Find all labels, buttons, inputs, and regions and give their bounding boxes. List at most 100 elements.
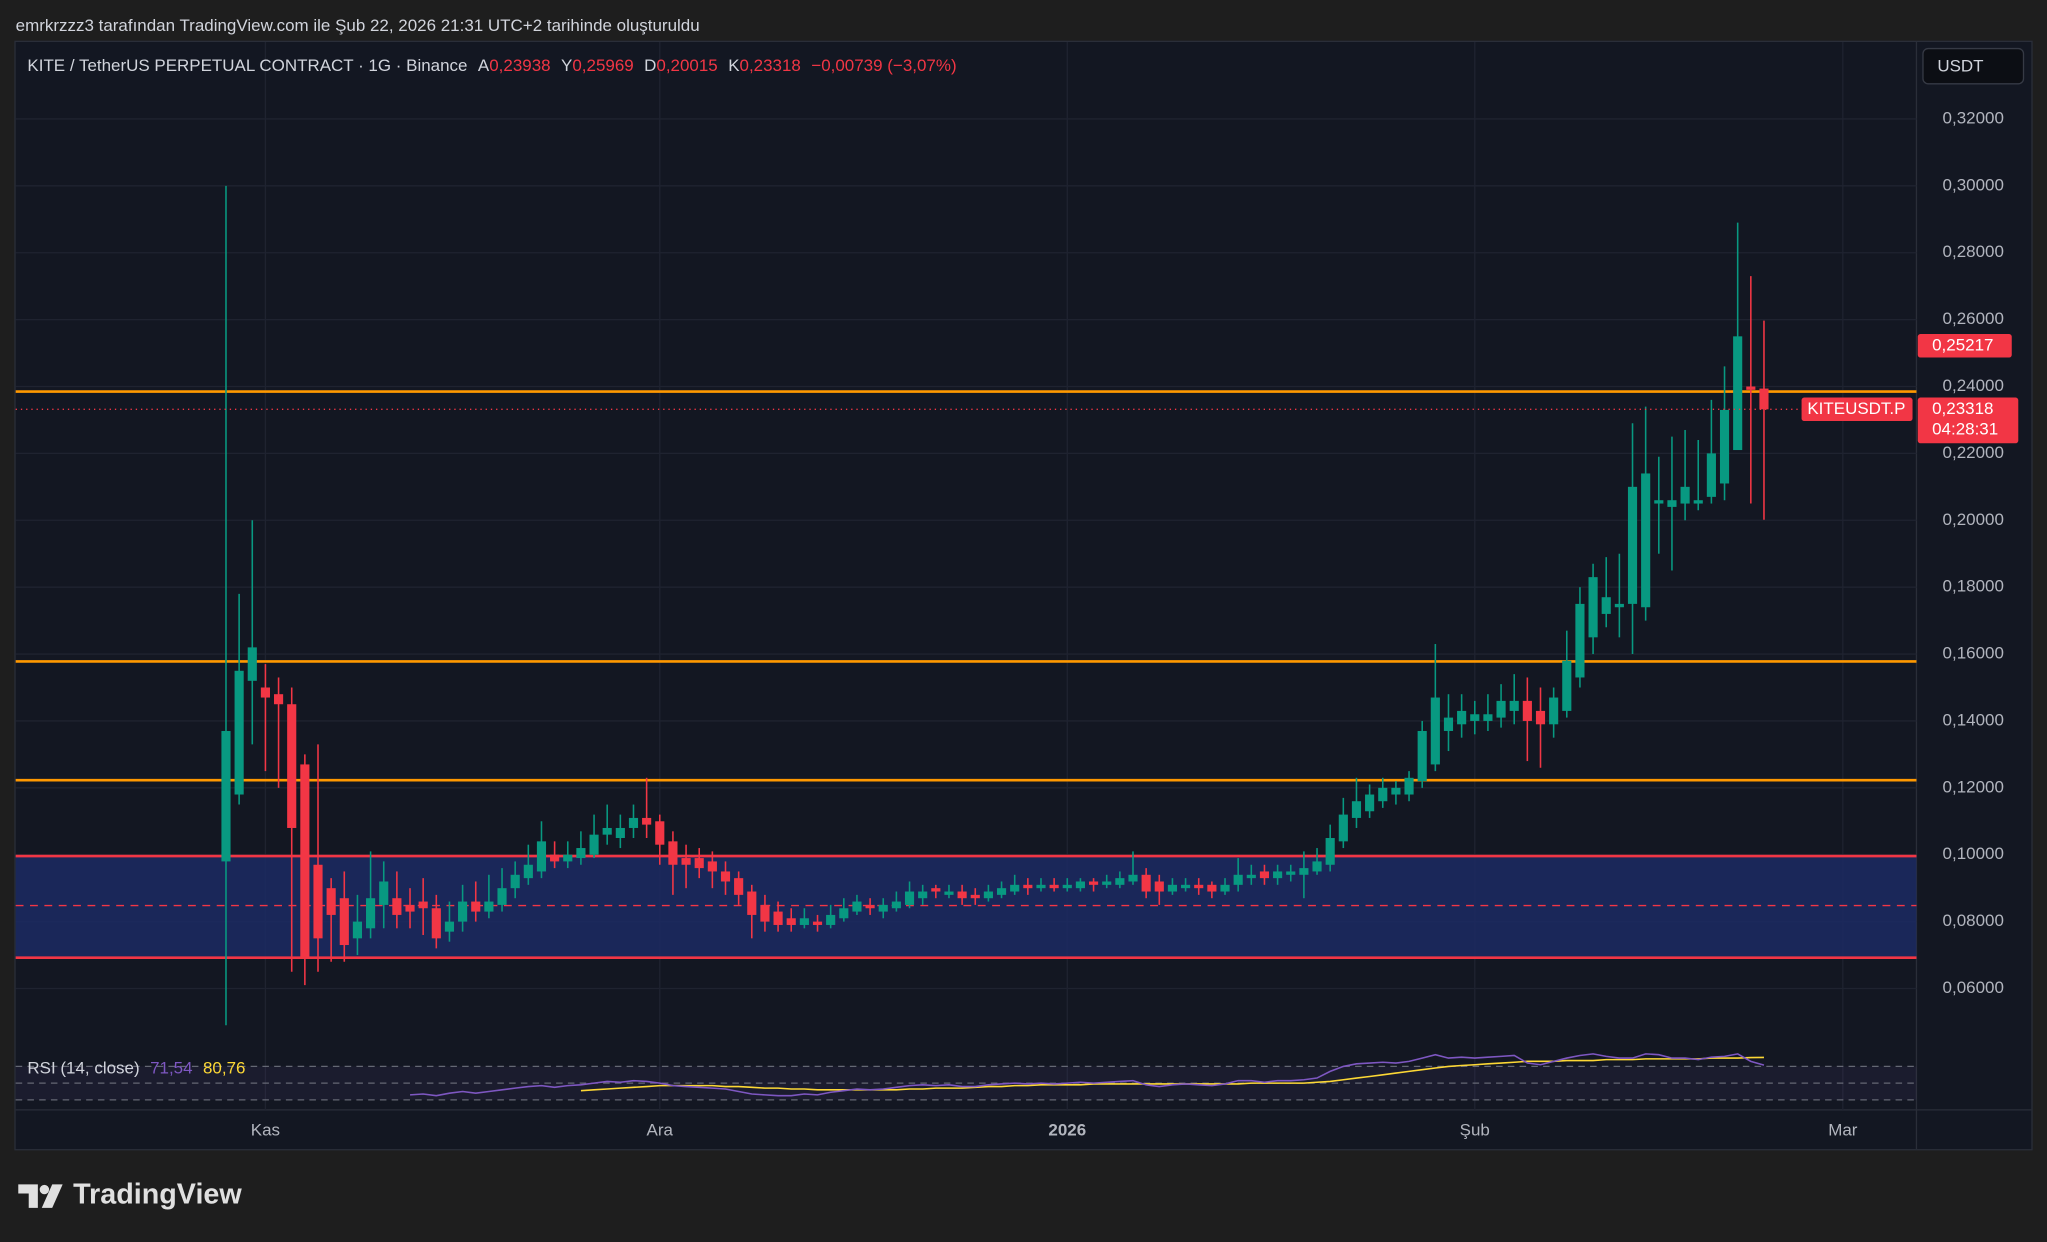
candle-body — [1509, 700, 1519, 711]
candle-body — [1614, 603, 1624, 608]
logo-mark — [41, 1184, 63, 1208]
price-badge — [1917, 397, 2019, 444]
candle-body — [510, 874, 520, 889]
candle-body — [615, 827, 625, 839]
candle-body — [865, 904, 875, 909]
candle-body — [891, 901, 901, 909]
candle-body — [1194, 884, 1204, 889]
y-tick-label: 0,30000 — [1943, 175, 2004, 194]
candle-body — [1010, 884, 1020, 892]
ohlc-key: D — [644, 56, 656, 75]
candle-body — [1575, 603, 1585, 678]
y-tick-label: 0,08000 — [1943, 911, 2004, 930]
candle-body — [339, 898, 349, 946]
x-tick-label: Kas — [251, 1120, 280, 1139]
y-tick-label: 0,06000 — [1943, 978, 2004, 997]
candle-body — [681, 858, 691, 865]
ohlc-key: Y — [561, 56, 572, 75]
candle-body — [1483, 714, 1493, 721]
candle-body — [1417, 730, 1427, 782]
chart-panel — [14, 40, 2033, 1151]
candle-body — [1562, 660, 1572, 711]
y-tick-label: 0,16000 — [1943, 644, 2004, 663]
rsi-value: 80,76 — [203, 1059, 245, 1078]
candle-body — [957, 891, 967, 899]
currency[interactable]: USDT — [1937, 56, 1983, 75]
candle-body — [878, 904, 888, 912]
candle-body — [931, 888, 941, 892]
candle-body — [1719, 409, 1730, 484]
candle-body — [1733, 336, 1743, 451]
candle-body — [720, 871, 731, 882]
symbol-label: KITEUSDT.P — [1807, 399, 1905, 418]
candle-body — [273, 694, 284, 705]
y-tick-label: 0,10000 — [1943, 844, 2004, 863]
brand: TradingView — [73, 1179, 242, 1211]
candle-body — [747, 891, 757, 915]
candle-body — [694, 858, 704, 869]
candle-body — [1549, 697, 1559, 725]
candle-body — [1049, 884, 1059, 889]
candle-body — [602, 827, 612, 835]
candle-body — [826, 914, 836, 925]
candle-body — [773, 911, 783, 925]
candle-body — [405, 904, 415, 912]
candle-body — [1535, 710, 1546, 725]
candle-body — [300, 764, 310, 959]
candle-body — [550, 854, 560, 862]
candle-body — [760, 904, 770, 922]
candle-body — [839, 908, 849, 919]
rsi-value: 71,54 — [150, 1059, 192, 1078]
candle-body — [1601, 597, 1611, 614]
candle-body — [313, 864, 323, 939]
candle-body — [1693, 500, 1703, 504]
candle-body — [352, 921, 363, 939]
candle-body — [628, 817, 639, 828]
y-tick-label: 0,14000 — [1943, 710, 2004, 729]
candle-body — [260, 687, 270, 698]
candle-body — [1378, 787, 1388, 802]
candle-body — [1457, 710, 1467, 725]
candle-body — [1667, 500, 1677, 507]
candle-body — [642, 817, 652, 825]
attribution: emrkrzzz3 tarafından TradingView.com ile… — [16, 16, 700, 35]
rsi-label: RSI (14, close) 71,54 80,76 — [27, 1059, 245, 1078]
candle-body — [996, 888, 1007, 895]
y-tick-label: 0,26000 — [1943, 309, 2004, 328]
candle-body — [563, 854, 573, 862]
candle-body — [221, 730, 231, 862]
candle-body — [812, 921, 823, 925]
candle-body — [1627, 486, 1638, 604]
candle-body — [1233, 874, 1243, 885]
rsi-ma-line — [580, 1056, 1764, 1092]
y-tick-label: 0,22000 — [1943, 443, 2004, 462]
ohlc-value: 0,23318 — [740, 56, 801, 75]
logo-mark — [18, 1184, 38, 1208]
candle-body — [1470, 714, 1480, 721]
candle-body — [234, 670, 244, 795]
candle-body — [1102, 881, 1112, 885]
candle-body — [1365, 794, 1375, 812]
candle-body — [497, 888, 507, 905]
candle-body — [983, 891, 993, 899]
candle-body — [1286, 871, 1296, 875]
candle-body — [589, 834, 599, 855]
candle-body — [1088, 881, 1099, 885]
candle-body — [1181, 884, 1191, 889]
candle-body — [1128, 874, 1138, 882]
currency-box[interactable] — [1922, 47, 2025, 85]
candle-body — [1391, 787, 1401, 795]
x-tick-label: Şub — [1460, 1120, 1490, 1139]
y-tick-label: 0,20000 — [1943, 510, 2004, 529]
candle-body — [944, 891, 954, 895]
candle-body — [1062, 884, 1072, 889]
ohlc-key: A — [478, 56, 490, 75]
candle-body — [918, 891, 928, 899]
x-tick-label: Ara — [647, 1120, 674, 1139]
ohlc-value: 0,25969 — [572, 56, 633, 75]
rsi-band-fill — [15, 1066, 1917, 1100]
candle-body — [444, 921, 455, 932]
candle-body — [576, 848, 586, 859]
candle-body — [1351, 801, 1362, 818]
candle-body — [1746, 386, 1756, 390]
